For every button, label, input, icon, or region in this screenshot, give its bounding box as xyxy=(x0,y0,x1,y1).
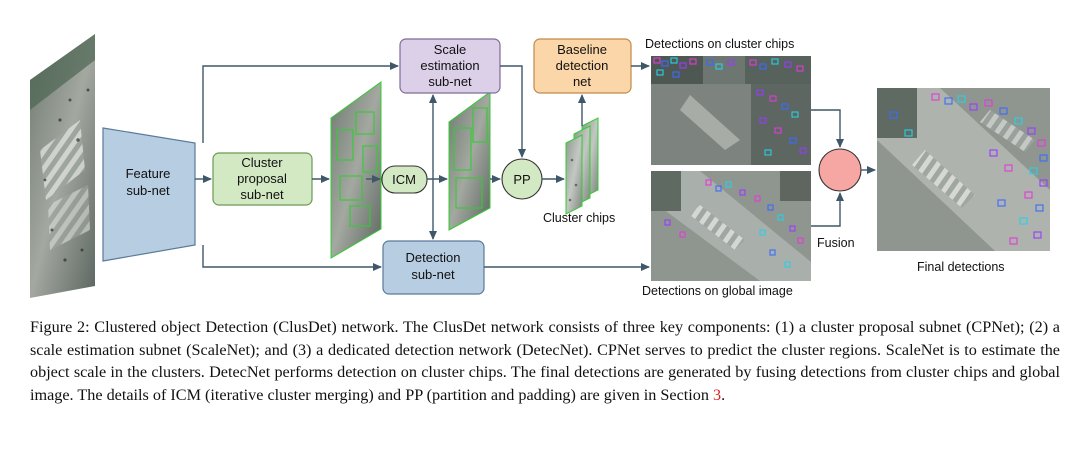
arrow-global-dets-to-fusion xyxy=(811,192,844,227)
cluster-chips-stack xyxy=(565,117,599,215)
cluster-proposal-label-1: Cluster xyxy=(241,155,283,170)
detections-global-image xyxy=(651,171,811,281)
pp-node: PP xyxy=(501,158,543,200)
scale-estimation-subnet-node: Scale estimation sub-net xyxy=(399,38,501,94)
detection-subnet-label-1: Detection xyxy=(406,250,461,265)
label-detections-global-image: Detections on global image xyxy=(642,284,793,298)
arrow-scale-to-pp xyxy=(500,65,526,158)
input-aerial-image xyxy=(30,34,95,298)
label-fusion: Fusion xyxy=(817,236,855,250)
cluster-proposal-subnet-node: Cluster proposal sub-net xyxy=(212,152,313,206)
pp-label: PP xyxy=(513,172,530,187)
figure-caption: Figure 2: Clustered object Detection (Cl… xyxy=(30,316,1060,406)
cluster-proposal-map xyxy=(330,81,382,259)
feature-subnet-node: Feature sub-net xyxy=(102,127,196,262)
feature-subnet-label-1: Feature xyxy=(126,166,171,181)
detections-cluster-chips-image xyxy=(651,56,811,165)
caption-end: . xyxy=(721,385,726,404)
icm-label: ICM xyxy=(392,172,416,187)
detection-subnet-node: Detection sub-net xyxy=(382,240,485,295)
scale-estimation-label-3: sub-net xyxy=(428,74,472,89)
icm-node: ICM xyxy=(381,165,428,194)
baseline-label-3: net xyxy=(573,74,591,89)
caption-text: Figure 2: Clustered object Detection (Cl… xyxy=(30,318,1060,404)
detection-subnet-label-2: sub-net xyxy=(411,267,455,282)
label-cluster-chips: Cluster chips xyxy=(543,211,616,225)
baseline-detection-net-node: Baseline detection net xyxy=(533,38,632,94)
icm-output-map xyxy=(448,91,491,231)
scale-estimation-label-1: Scale xyxy=(434,42,467,57)
scale-estimation-label-2: estimation xyxy=(420,58,479,73)
arrow-feature-to-detection xyxy=(202,245,382,271)
clusdet-diagram: Feature sub-net Cluster proposal sub-net… xyxy=(30,34,1050,298)
cluster-proposal-label-3: sub-net xyxy=(240,187,284,202)
section-reference-link[interactable]: 3 xyxy=(713,385,722,404)
baseline-label-2: detection xyxy=(556,58,609,73)
arrow-feature-to-scale xyxy=(202,62,399,143)
baseline-label-1: Baseline xyxy=(557,42,607,57)
fusion-node xyxy=(818,148,862,192)
arrow-cluster-dets-to-fusion xyxy=(811,109,844,148)
final-detections-image xyxy=(877,88,1050,251)
label-detections-cluster-chips: Detections on cluster chips xyxy=(645,37,795,51)
label-final-detections: Final detections xyxy=(917,260,1005,274)
feature-subnet-label-2: sub-net xyxy=(126,183,170,198)
cluster-proposal-label-2: proposal xyxy=(237,171,287,186)
connectors xyxy=(195,62,876,271)
